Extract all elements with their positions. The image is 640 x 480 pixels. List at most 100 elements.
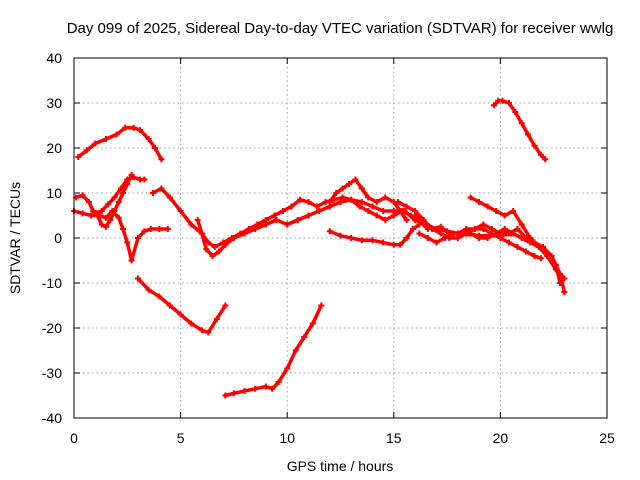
data-point xyxy=(365,208,372,214)
data-point xyxy=(188,221,195,228)
data-point xyxy=(382,217,389,223)
data-point xyxy=(420,217,427,223)
data-point xyxy=(203,246,210,253)
data-point xyxy=(339,194,346,201)
data-point xyxy=(397,241,404,248)
data-point xyxy=(501,212,508,219)
data-point xyxy=(403,235,410,241)
series-s12 xyxy=(326,176,410,223)
data-point xyxy=(164,226,171,232)
data-point xyxy=(348,235,355,241)
data-point xyxy=(85,199,92,205)
data-point xyxy=(409,226,416,232)
data-point xyxy=(222,392,229,399)
x-tick-label: 5 xyxy=(177,430,185,446)
data-point xyxy=(241,230,248,237)
y-tick-label: 10 xyxy=(46,185,62,201)
series-s8 xyxy=(134,275,229,336)
data-point xyxy=(166,302,173,309)
data-point xyxy=(531,142,538,149)
data-point xyxy=(373,212,380,219)
data-point xyxy=(188,320,195,327)
data-point xyxy=(79,210,86,217)
data-point xyxy=(433,239,440,246)
y-tick-label: -20 xyxy=(42,320,62,336)
data-point xyxy=(429,226,436,232)
data-point xyxy=(505,239,512,246)
series-line xyxy=(328,222,422,247)
data-point xyxy=(102,223,109,230)
series-s17 xyxy=(467,194,568,282)
series-s2 xyxy=(491,97,549,163)
data-point xyxy=(211,244,218,250)
data-point xyxy=(352,176,359,183)
data-point xyxy=(512,109,519,115)
data-point xyxy=(416,230,423,237)
data-point xyxy=(365,194,372,201)
data-point xyxy=(145,136,152,142)
data-point xyxy=(412,208,419,214)
series-line xyxy=(492,99,547,162)
data-point xyxy=(262,217,269,223)
data-point xyxy=(326,199,333,205)
data-point xyxy=(437,223,444,230)
data-point xyxy=(269,385,276,392)
series-s13 xyxy=(326,221,423,248)
data-point xyxy=(117,185,124,192)
data-point xyxy=(107,217,114,223)
data-point xyxy=(177,311,184,318)
data-point xyxy=(491,102,498,109)
data-point xyxy=(390,208,397,214)
series-line xyxy=(413,213,567,294)
x-tick-label: 20 xyxy=(493,430,509,446)
data-point xyxy=(537,255,544,262)
y-tick-label: -30 xyxy=(42,365,62,381)
data-point xyxy=(358,185,365,192)
data-point xyxy=(403,203,410,210)
series-line xyxy=(76,126,164,162)
data-point xyxy=(380,239,387,246)
data-point xyxy=(537,151,544,158)
data-point xyxy=(279,208,286,214)
data-point xyxy=(525,131,532,138)
data-point xyxy=(252,385,259,392)
data-point xyxy=(198,230,205,237)
data-point xyxy=(230,235,237,241)
data-point xyxy=(446,235,453,241)
data-point xyxy=(318,302,325,309)
data-point xyxy=(111,194,118,201)
data-point xyxy=(501,226,508,232)
data-point xyxy=(213,316,220,322)
data-point xyxy=(252,226,259,232)
data-point xyxy=(149,190,156,196)
data-point xyxy=(395,199,402,205)
data-point xyxy=(454,235,461,241)
data-point xyxy=(390,241,397,248)
data-point xyxy=(177,208,184,214)
data-point xyxy=(254,221,261,228)
data-point xyxy=(115,214,122,221)
data-point xyxy=(484,203,491,210)
data-point xyxy=(518,120,525,127)
data-point xyxy=(467,194,474,201)
data-point xyxy=(271,212,278,219)
chart-title: Day 099 of 2025, Sidereal Day-to-day VTE… xyxy=(67,20,614,37)
data-point xyxy=(194,217,201,223)
data-point xyxy=(527,235,534,241)
data-point xyxy=(75,154,82,160)
data-point xyxy=(488,230,495,237)
y-tick-label: -40 xyxy=(42,410,62,426)
data-point xyxy=(557,280,564,286)
x-axis-label: GPS time / hours xyxy=(287,458,394,474)
series-line xyxy=(136,276,228,335)
data-point xyxy=(339,185,346,192)
data-point xyxy=(284,221,291,228)
data-point xyxy=(94,212,101,219)
data-point xyxy=(337,232,344,239)
data-point xyxy=(292,347,299,354)
data-point xyxy=(83,147,90,154)
data-point xyxy=(205,329,212,336)
data-point xyxy=(284,365,291,372)
data-point xyxy=(518,235,525,241)
data-point xyxy=(369,237,376,244)
